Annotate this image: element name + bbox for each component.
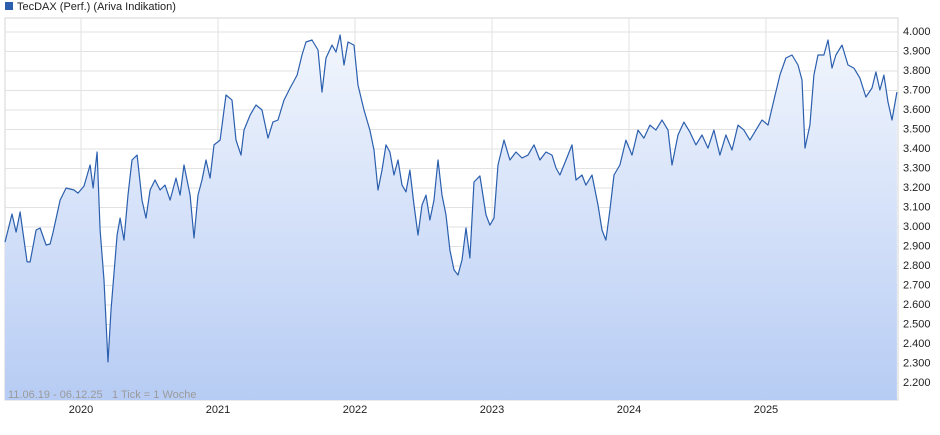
x-tick-label: 2020 (69, 404, 93, 416)
date-range: 11.06.19 - 06.12.25 (8, 389, 103, 401)
y-tick-label: 2.300 (903, 357, 931, 369)
y-tick-label: 3.900 (903, 45, 931, 57)
legend-swatch (5, 2, 13, 10)
y-tick-label: 2.500 (903, 318, 931, 330)
y-tick-label: 3.100 (903, 201, 931, 213)
labels: TecDAX (Perf.) (Ariva Indikation) 11.06.… (5, 1, 931, 416)
y-tick-label: 2.400 (903, 338, 931, 350)
y-tick-label: 2.800 (903, 260, 931, 272)
x-tick-label: 2021 (206, 404, 230, 416)
y-tick-label: 2.700 (903, 279, 931, 291)
y-tick-label: 3.800 (903, 65, 931, 77)
x-tick-label: 2023 (480, 404, 504, 416)
y-tick-label: 3.700 (903, 84, 931, 96)
y-tick-label: 3.600 (903, 104, 931, 116)
tick-note: 1 Tick = 1 Woche (112, 389, 196, 401)
y-tick-label: 2.900 (903, 240, 931, 252)
x-tick-label: 2025 (754, 404, 778, 416)
y-tick-label: 4.000 (903, 26, 931, 38)
series-layer (4, 34, 898, 400)
y-tick-label: 3.500 (903, 123, 931, 135)
y-tick-label: 3.400 (903, 143, 931, 155)
legend-label: TecDAX (Perf.) (Ariva Indikation) (17, 1, 176, 13)
y-tick-label: 2.200 (903, 377, 931, 389)
y-tick-label: 3.000 (903, 221, 931, 233)
x-tick-label: 2022 (343, 404, 367, 416)
x-tick-label: 2024 (617, 404, 641, 416)
y-tick-label: 3.300 (903, 162, 931, 174)
line (4, 34, 898, 363)
y-tick-label: 3.200 (903, 182, 931, 194)
y-tick-label: 2.600 (903, 299, 931, 311)
area (5, 35, 897, 400)
